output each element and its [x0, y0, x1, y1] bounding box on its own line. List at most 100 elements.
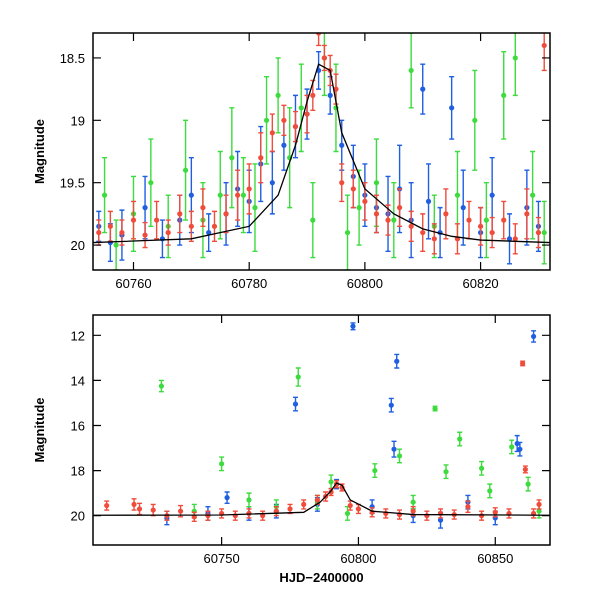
data-point: [240, 192, 247, 198]
data-point: [388, 402, 394, 408]
x-tick-label: 60780: [231, 276, 267, 291]
data-point: [219, 461, 225, 467]
data-point: [520, 360, 526, 367]
data-point: [292, 123, 299, 130]
data-point: [530, 192, 536, 198]
data-point: [310, 92, 316, 98]
error-bar: [316, 33, 322, 47]
data-point: [478, 513, 485, 519]
data-point: [177, 508, 184, 514]
data-point: [460, 205, 466, 211]
data-point: [489, 229, 495, 236]
data-point: [501, 217, 507, 223]
data-point: [536, 508, 542, 514]
data-point: [113, 242, 119, 248]
data-point: [269, 130, 275, 136]
y-tick-label: 20: [71, 509, 85, 524]
data-point: [104, 502, 110, 509]
data-point: [410, 499, 416, 505]
data-point: [396, 453, 403, 459]
y-tick-label: 18.5: [60, 51, 85, 66]
data-point: [517, 446, 523, 452]
data-point: [489, 192, 495, 198]
data-point: [327, 92, 333, 98]
data-point: [339, 142, 345, 148]
data-point: [188, 192, 194, 198]
data-point: [535, 229, 542, 236]
series-1: [101, 33, 547, 270]
y-axis-title: Magnitude: [32, 119, 47, 184]
data-point: [246, 497, 252, 503]
data-point: [188, 223, 194, 229]
data-point: [235, 192, 241, 198]
data-point: [273, 508, 279, 514]
data-point: [372, 467, 378, 474]
y-axis-title: Magnitude: [32, 398, 47, 463]
data-point: [522, 466, 528, 473]
data-point: [136, 506, 143, 512]
data-point: [328, 489, 334, 495]
y-tick-label: 18: [71, 464, 85, 479]
plot-frame: [92, 32, 551, 271]
data-point: [536, 501, 542, 508]
data-point: [252, 205, 258, 211]
x-tick-label: 60800: [340, 551, 376, 566]
data-point: [408, 223, 414, 229]
data-point: [200, 205, 206, 211]
data-point: [211, 223, 218, 229]
data-point: [158, 383, 165, 389]
data-point: [304, 111, 310, 117]
data-point: [478, 465, 485, 471]
x-tick-label: 60850: [477, 551, 513, 566]
data-point: [449, 105, 455, 111]
x-tick-label: 60760: [115, 276, 151, 291]
data-point: [483, 217, 489, 223]
data-point: [350, 186, 356, 192]
data-point: [432, 405, 438, 412]
data-point: [107, 223, 113, 229]
data-point: [443, 211, 449, 217]
data-point: [355, 506, 362, 512]
data-point: [223, 211, 229, 217]
data-point: [492, 509, 498, 515]
data-point: [465, 504, 471, 510]
data-point: [509, 444, 515, 450]
data-point: [328, 479, 334, 485]
data-point: [344, 510, 351, 517]
data-point: [457, 436, 463, 442]
data-point: [487, 488, 493, 494]
data-point: [224, 495, 230, 501]
data-point: [466, 217, 472, 223]
data-point: [96, 229, 102, 236]
data-point: [206, 229, 212, 236]
data-point: [281, 117, 287, 123]
data-point: [229, 155, 235, 161]
model-curve: [93, 63, 550, 244]
data-point: [131, 501, 137, 508]
y-tick-label: 19.5: [60, 176, 85, 191]
data-point: [525, 481, 531, 487]
model-curve: [93, 482, 550, 516]
data-point: [425, 198, 432, 204]
x-tick-label: 60750: [204, 551, 240, 566]
panel-bottom: 60750 60800 60850 12 14 16 18 20 Magnitude HJD−24…: [32, 314, 551, 585]
data-point: [246, 186, 252, 192]
data-point: [420, 86, 426, 92]
data-point: [281, 142, 287, 148]
plot-area: [93, 33, 550, 270]
series-1: [158, 367, 542, 521]
data-point: [512, 236, 518, 242]
data-point: [301, 501, 307, 508]
data-point: [119, 229, 125, 236]
y-tick-label: 19: [71, 113, 85, 128]
data-point: [333, 86, 339, 92]
data-point: [385, 217, 391, 223]
data-point: [150, 507, 156, 513]
data-point: [350, 323, 356, 329]
data-point: [130, 217, 137, 223]
data-point: [217, 192, 223, 198]
data-point: [501, 92, 507, 98]
data-point: [431, 236, 437, 242]
data-point: [287, 506, 293, 512]
x-axis-title: HJD−2400000: [279, 570, 363, 585]
